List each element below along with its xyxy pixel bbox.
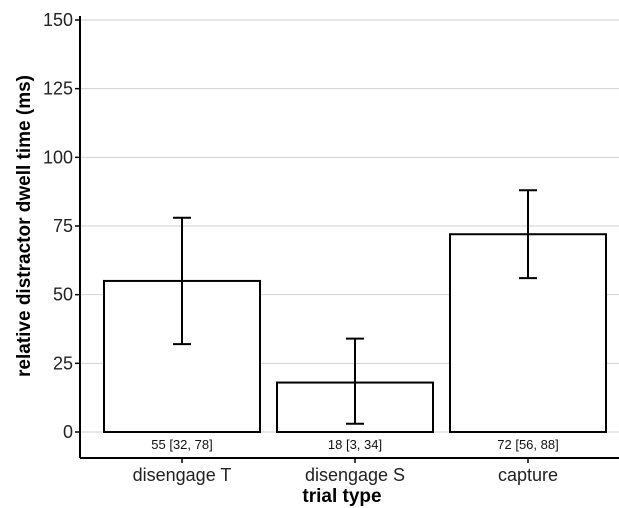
error-bar-0	[173, 216, 191, 346]
data-label-2: 72 [56, 88]	[497, 437, 558, 452]
data-label-0: 55 [32, 78]	[151, 437, 212, 452]
y-tick-label-25: 25	[53, 353, 73, 373]
y-tick-label-50: 50	[53, 285, 73, 305]
y-axis-title: relative distractor dwell time (ms)	[14, 75, 35, 377]
y-tick-label-0: 0	[63, 422, 73, 442]
y-tick-label-150: 150	[43, 10, 73, 30]
y-tick-label-100: 100	[43, 147, 73, 167]
x-tick-label-0: disengage T	[133, 465, 232, 485]
error-bar-1	[346, 337, 364, 425]
x-axis-title: trial type	[302, 486, 381, 507]
y-axis-ticks: 0 25 50 75 100 125 150	[43, 10, 80, 442]
x-tick-label-2: capture	[498, 465, 558, 485]
error-bar-2	[519, 189, 537, 280]
bars: 55 [32, 78] 18 [3, 34] 72 [56, 88]	[103, 189, 607, 452]
data-label-1: 18 [3, 34]	[328, 437, 382, 452]
y-tick-label-75: 75	[53, 216, 73, 236]
x-axis-ticks: disengage T disengage S capture	[133, 458, 558, 485]
axes	[79, 16, 619, 459]
x-tick-label-1: disengage S	[305, 465, 405, 485]
y-tick-label-125: 125	[43, 79, 73, 99]
